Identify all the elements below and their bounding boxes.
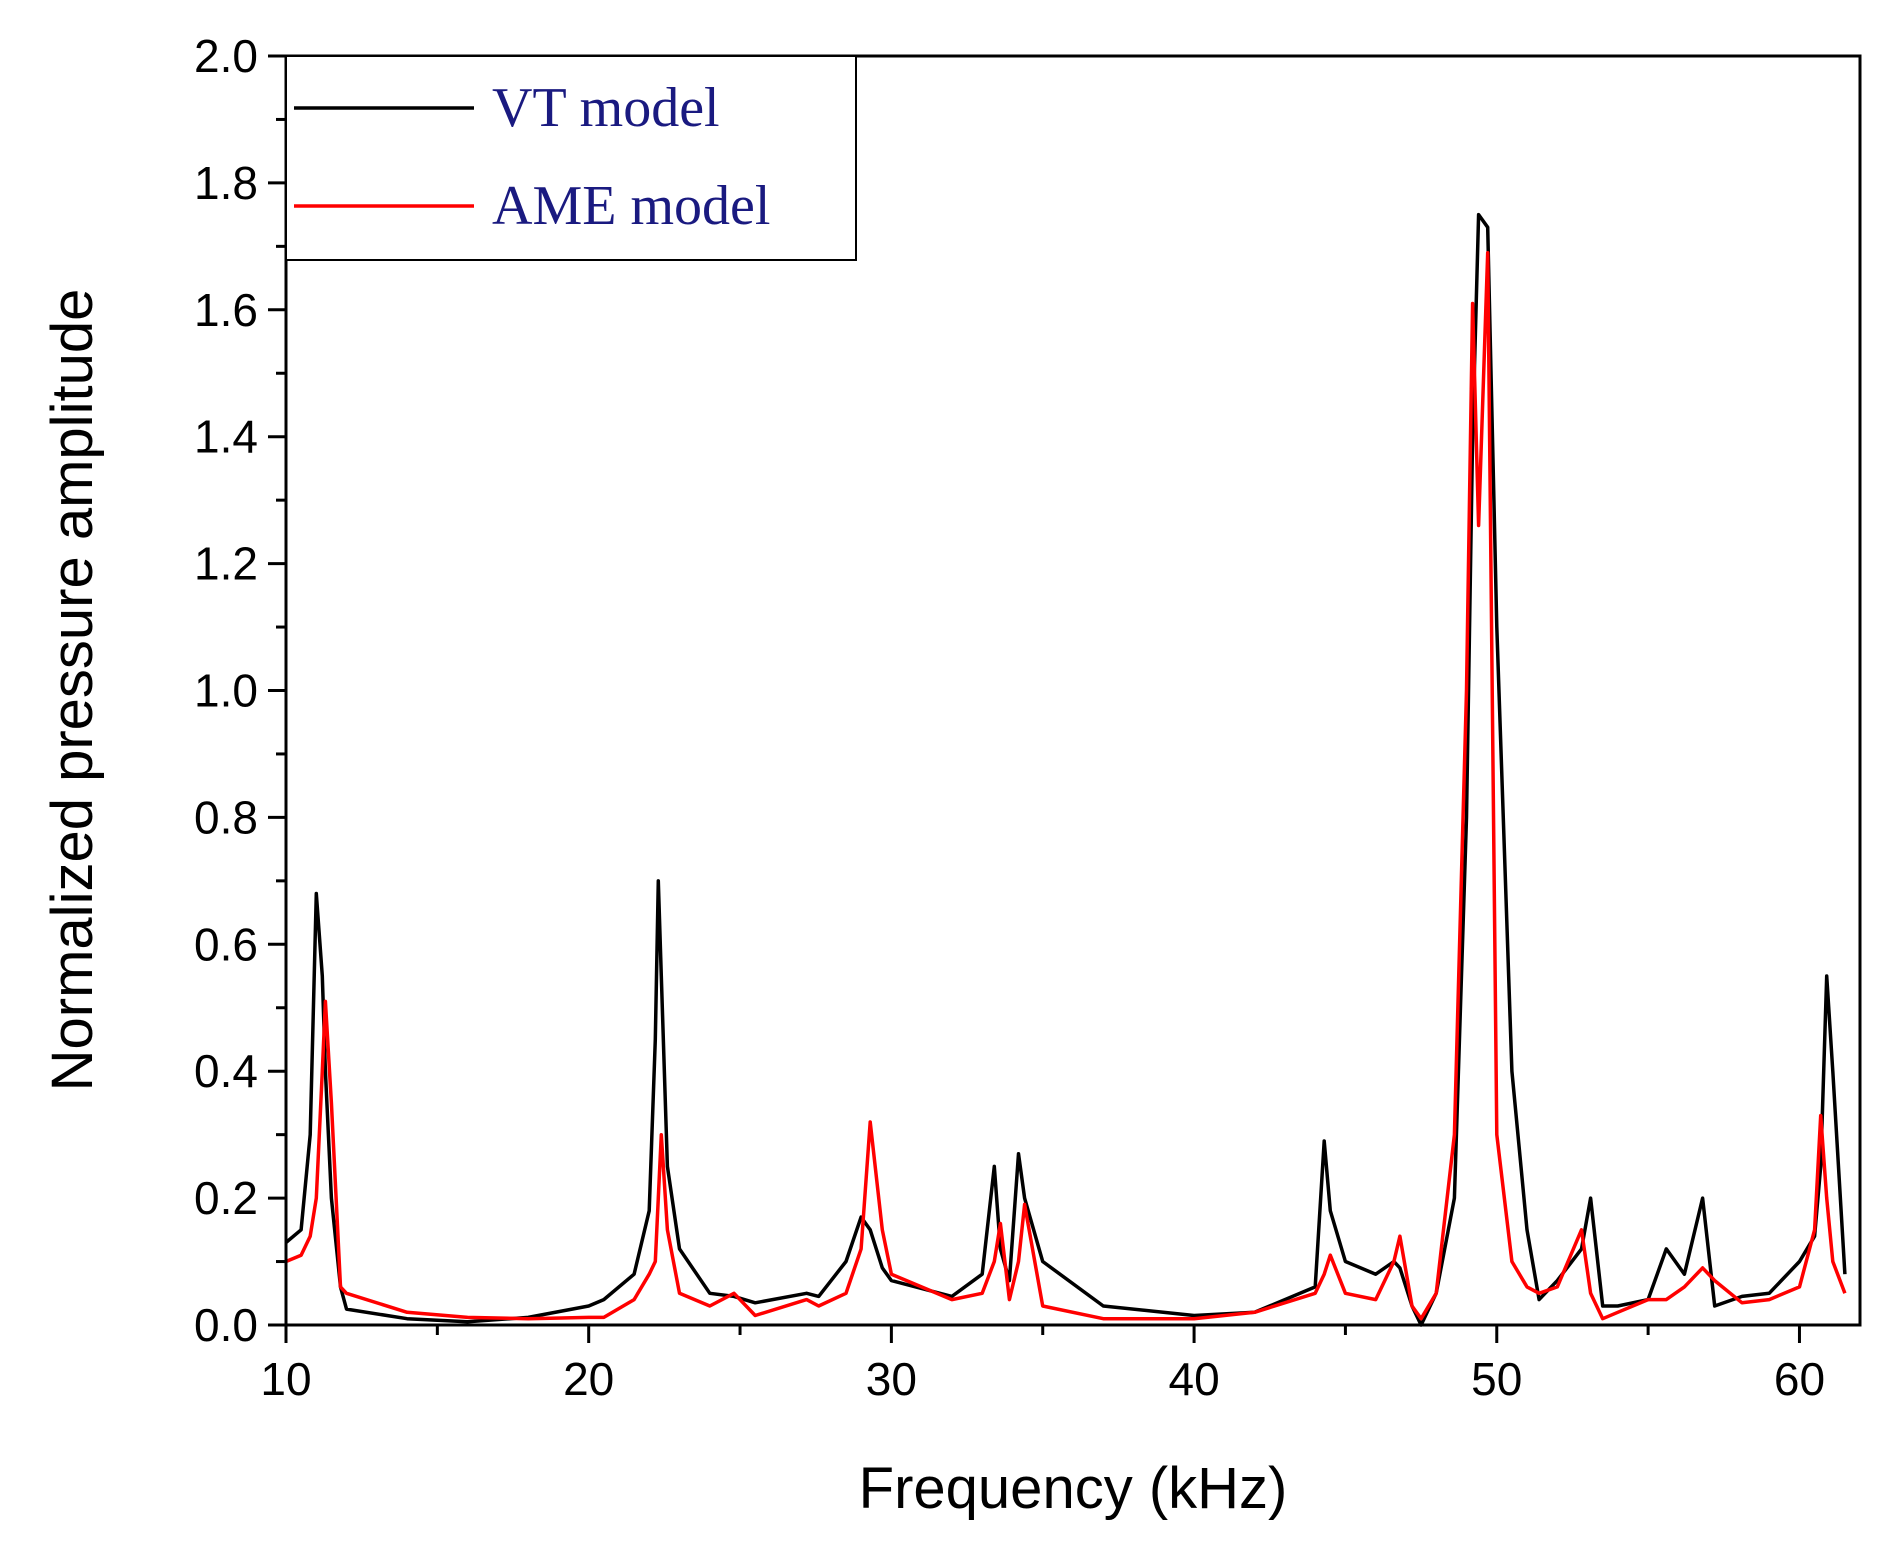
y-tick-label: 0.2 xyxy=(194,1172,258,1224)
y-tick-label: 1.0 xyxy=(194,665,258,717)
x-tick-label: 20 xyxy=(563,1353,614,1405)
x-tick-label: 30 xyxy=(866,1353,917,1405)
y-tick-label: 0.4 xyxy=(194,1045,258,1097)
y-tick-label: 1.2 xyxy=(194,538,258,590)
x-axis-label: Frequency (kHz) xyxy=(859,1456,1288,1521)
y-tick-label: 0.8 xyxy=(194,791,258,843)
legend-label: AME model xyxy=(492,175,770,237)
x-tick-label: 60 xyxy=(1774,1353,1825,1405)
y-axis-label: Normalized pressure amplitude xyxy=(40,289,105,1092)
x-tick-label: 50 xyxy=(1471,1353,1522,1405)
plot-frame xyxy=(284,54,1862,1327)
x-tick-label: 10 xyxy=(260,1353,311,1405)
y-tick-label: 0.0 xyxy=(194,1299,258,1351)
x-tick-label: 40 xyxy=(1168,1353,1219,1405)
y-tick-label: 1.4 xyxy=(194,411,258,463)
y-tick-label: 1.8 xyxy=(194,157,258,209)
legend-label: VT model xyxy=(492,77,720,139)
series-line xyxy=(285,250,1847,1321)
y-tick-label: 1.6 xyxy=(194,284,258,336)
legend-box xyxy=(285,55,857,261)
y-tick-label: 0.6 xyxy=(194,918,258,970)
series-line xyxy=(284,212,1847,1327)
y-tick-label: 2.0 xyxy=(194,30,258,82)
